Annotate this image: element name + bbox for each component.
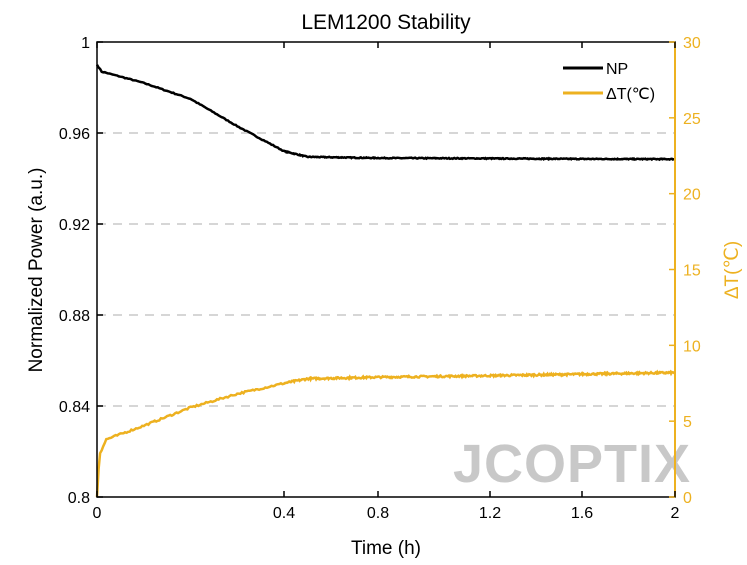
y-tick-label: 0.96 <box>59 126 90 143</box>
x-axis-label: Time (h) <box>351 538 421 559</box>
series-line-dt <box>95 369 676 498</box>
legend: NP ΔT(℃) <box>563 61 655 103</box>
x-tick-label: 0.8 <box>367 505 389 522</box>
y-axis-label: Normalized Power (a.u.) <box>26 168 47 373</box>
series-line-np <box>95 64 676 162</box>
legend-label-dt: ΔT(℃) <box>606 86 655 103</box>
y2-tick-label: 5 <box>683 414 692 431</box>
y-tick-label: 0.88 <box>59 308 90 325</box>
x-tick-label: 0 <box>93 505 102 522</box>
y2-tick-label: 15 <box>683 263 701 280</box>
y-tick-label: 0.84 <box>59 399 90 416</box>
y2-tick-label: 25 <box>683 111 701 128</box>
plot-frame <box>96 41 676 498</box>
watermark-text: JCOPTIX <box>453 434 691 494</box>
y2-tick-label: 10 <box>683 338 701 355</box>
x-tick-label: 1.6 <box>571 505 593 522</box>
chart-title: LEM1200 Stability <box>301 11 471 34</box>
legend-label-np: NP <box>606 61 628 78</box>
y2-axis-label: ΔT(℃) <box>722 241 743 299</box>
y-tick-label: 1 <box>81 35 90 52</box>
y2-tick-label: 20 <box>683 187 701 204</box>
y-tick-label: 0.92 <box>59 217 90 234</box>
x-tick-label: 1.2 <box>479 505 501 522</box>
x-tick-label: 2 <box>671 505 680 522</box>
x-tick-label: 0.4 <box>273 505 295 522</box>
y2-tick-label: 30 <box>683 35 701 52</box>
watermark-logo: JCOPTIX <box>453 434 691 494</box>
y-tick-label: 0.8 <box>68 490 90 507</box>
y2-tick-label: 0 <box>683 490 692 507</box>
